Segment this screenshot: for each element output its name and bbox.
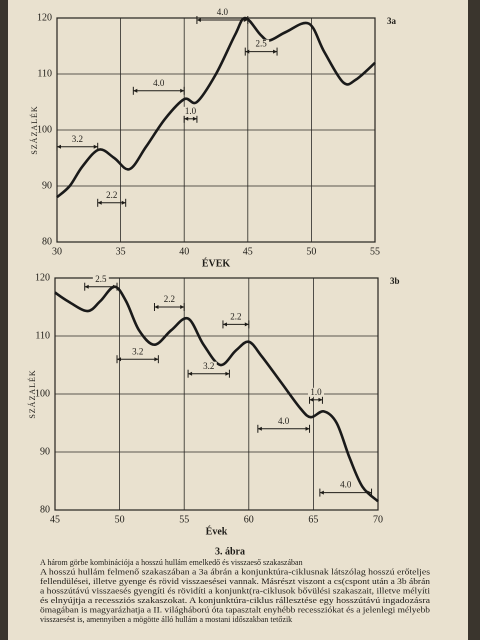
y-tick-label: 120 [37,12,52,23]
x-tick-label: 45 [243,246,253,257]
curve [54,285,379,503]
annotation-label: 4.0 [217,7,229,17]
annotation-label: 2.2 [106,190,117,200]
y-tick-label: 90 [40,446,50,457]
annotation-label-bg [161,295,178,304]
annotation-label-bg [129,347,146,357]
annotation: 3.2 [56,134,99,151]
caption-line: visszaesést is, amennyiben a mögötte áll… [40,615,292,624]
annotation: 4.0 [319,480,373,497]
annotation-label: 4.0 [153,78,165,88]
y-axis-label: SZÁZALÉK [27,369,37,418]
y-tick-label: 80 [40,504,50,515]
x-tick-label: 50 [306,246,316,257]
x-tick-label: 70 [373,514,383,525]
annotation-label: 4.0 [278,416,290,426]
annotation-label: 2.2 [164,294,175,304]
annotation: 2.2 [153,294,185,311]
annotation: 4.0 [257,416,311,433]
y-tick-label: 110 [37,68,52,79]
annotation-label: 3.2 [132,346,143,356]
x-axis-label: Évek [206,525,228,537]
x-axis-label: ÉVEK [202,257,231,269]
caption: A három görbe kombinációja a hosszú hull… [40,558,431,624]
annotation-label-bg [69,134,86,144]
y-tick-label: 110 [35,330,50,341]
annotation-label-bg [253,39,270,49]
y-tick-label: 90 [42,180,52,191]
annotation-label-bg [275,416,292,426]
y-tick-label: 100 [35,388,50,399]
annotation-label-bg [182,106,199,116]
annotation-label-bg [150,78,167,88]
caption-line: és elnyújtja a recessziós szakaszokat. A… [40,596,431,605]
annotation-label: 2.5 [95,274,107,284]
caption-line: A hosszú hullám felmenő szakaszában a 3a… [40,567,430,576]
annotation-label-bg [200,361,217,371]
caption-line: fellendülései, illetve gyenge és rövid v… [40,577,430,586]
annotation-label: 2.2 [230,311,241,321]
figure-label: 3. ábra [215,546,245,557]
annotation-label: 1.0 [185,106,197,116]
annotation: 2.5 [84,274,118,291]
y-tick-label: 100 [37,124,52,135]
x-tick-label: 45 [50,514,60,525]
annotation-label-bg [227,312,244,322]
annotation: 2.2 [222,311,250,329]
y-tick-label: 80 [42,236,52,247]
annotation: 4.0 [132,78,185,95]
x-tick-label: 55 [370,246,380,257]
x-tick-label: 55 [179,514,189,525]
x-tick-label: 65 [308,514,318,525]
y-axis-label: SZÁZALÉK [29,105,39,154]
annotation: 2.5 [244,39,278,56]
annotation-label: 3.2 [203,361,214,371]
caption-line: ömagában is magyarázhatja a II. világháb… [40,605,430,614]
caption-line: A három görbe kombinációja a hosszú hull… [40,558,303,567]
caption-line: a hosszútávú visszaesés gyengíti és rövi… [40,586,431,595]
annotation: 1.0 [307,387,324,404]
annotation: 3.2 [187,361,230,378]
x-tick-label: 40 [179,246,189,257]
curve [56,16,376,199]
annotation: 1.0 [182,106,199,123]
arrow-head [184,116,197,121]
x-tick-label: 60 [244,514,254,525]
annotation-label-bg [307,387,324,397]
annotation-label: 3.2 [72,134,83,144]
chart-label: 3a [387,16,397,26]
y-tick-label: 120 [35,272,50,283]
annotation: 3.2 [116,346,159,364]
arrow-head [84,284,118,289]
chart-label: 3b [390,276,400,286]
annotation-label-bg [214,8,231,17]
annotation-label: 1.0 [310,387,322,397]
annotation: 2.2 [97,190,127,207]
x-tick-label: 35 [116,246,126,257]
annotation-label-bg [103,190,120,200]
arrow-head [309,397,323,402]
annotation-label: 2.5 [256,39,268,49]
x-tick-label: 30 [52,246,62,257]
annotation-label-bg [337,480,354,490]
annotation: 4.0 [196,7,249,24]
annotation-label: 4.0 [340,480,352,490]
annotation-label-bg [92,274,109,284]
x-tick-label: 50 [115,514,125,525]
